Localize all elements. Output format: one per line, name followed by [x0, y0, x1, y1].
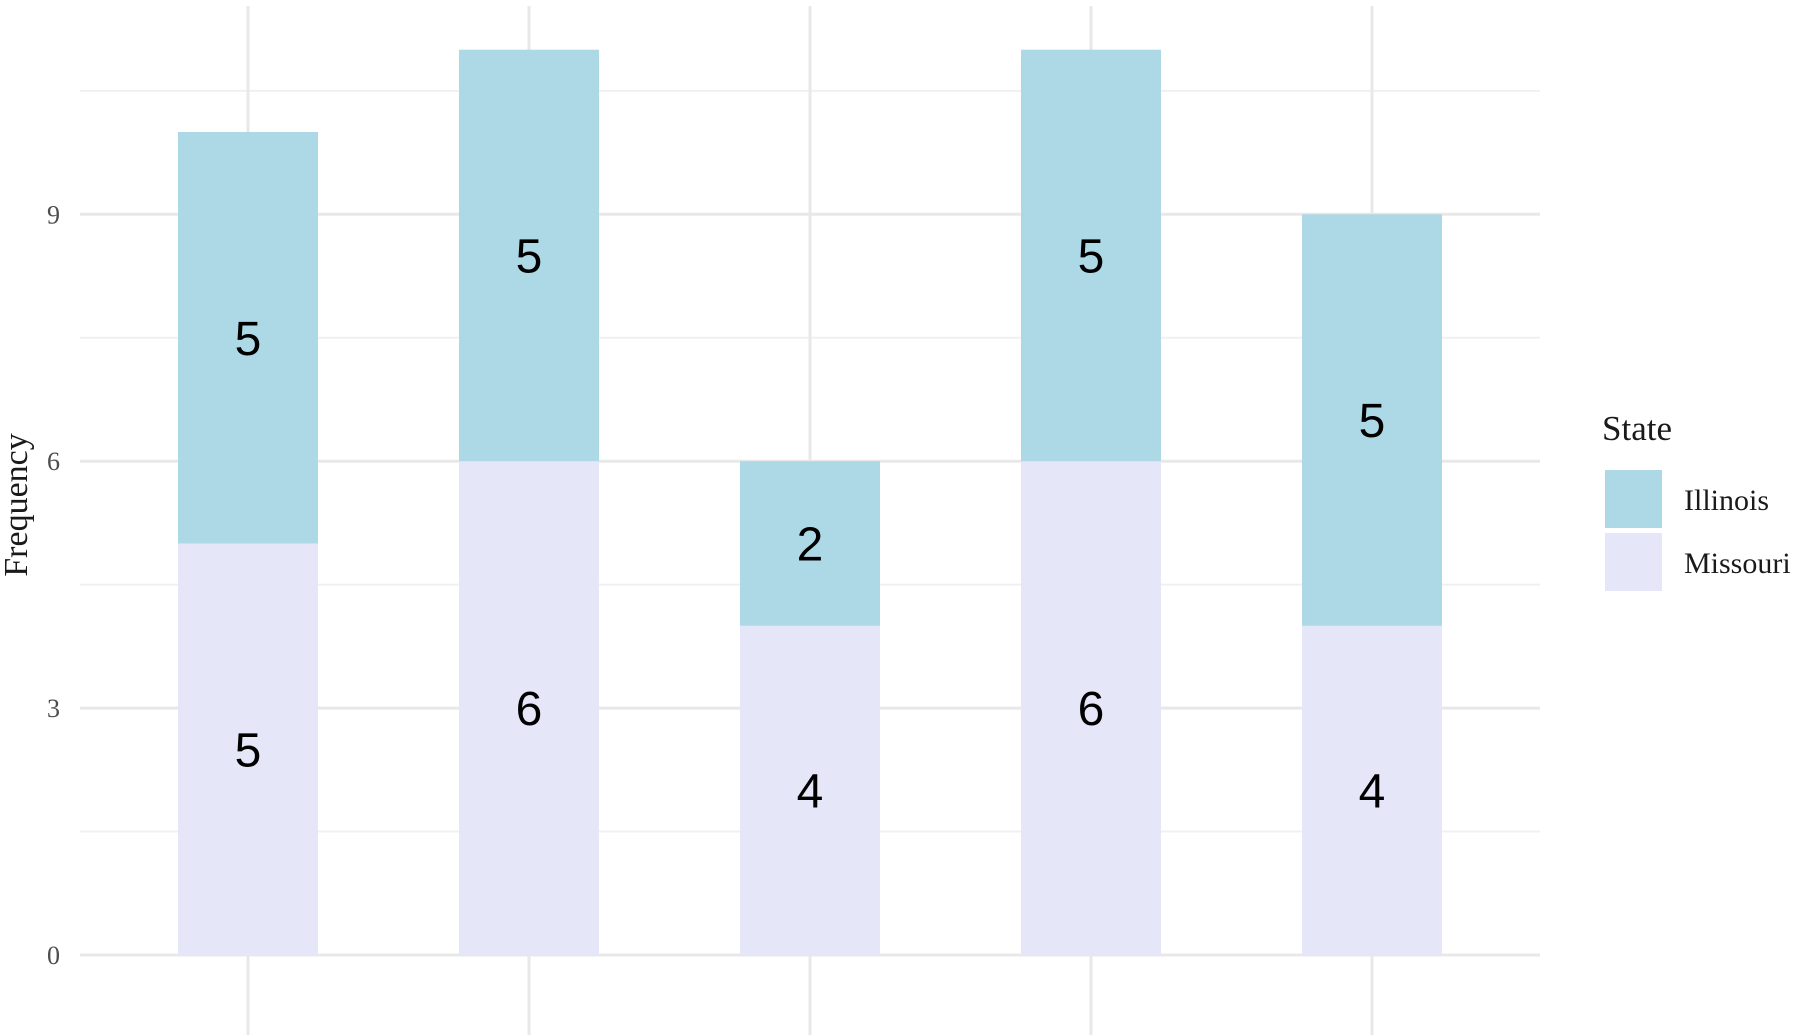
bar-value-label: 4	[797, 765, 824, 818]
bar-segment-missouri	[1302, 625, 1442, 955]
bar-value-label: 5	[516, 230, 543, 283]
bars	[178, 49, 1442, 955]
y-tick-label: 9	[47, 200, 60, 229]
bar-value-labels: 5 5 6 5 4 2 6 5 4 5	[235, 230, 1386, 818]
y-tick-label: 0	[47, 941, 60, 970]
bar-segment-illinois	[1302, 214, 1442, 626]
bar-value-label: 4	[1359, 765, 1386, 818]
bar-value-label: 2	[797, 519, 824, 572]
y-tick-label: 3	[47, 694, 60, 723]
legend-key-missouri	[1605, 533, 1662, 591]
bar-segment-missouri	[740, 625, 880, 955]
bar-segment-illinois	[740, 461, 880, 626]
legend-key-illinois	[1605, 470, 1662, 528]
bar-value-label: 6	[516, 683, 543, 736]
bar-value-label: 6	[1078, 683, 1105, 736]
bar-value-label: 5	[235, 313, 262, 366]
bar-segment-illinois	[459, 49, 599, 462]
legend: State Illinois Missouri	[1602, 409, 1791, 591]
y-axis-tick-labels: 0 3 6 9	[47, 200, 60, 970]
legend-title: State	[1602, 409, 1672, 448]
bar-value-label: 5	[1078, 230, 1105, 283]
legend-label-illinois: Illinois	[1684, 484, 1769, 517]
bar-value-label: 5	[1359, 395, 1386, 448]
bar-segment-illinois	[178, 132, 318, 544]
x-axis-ticks	[246, 1000, 1374, 1035]
y-tick-label: 6	[47, 447, 60, 476]
legend-items: Illinois Missouri	[1605, 470, 1791, 591]
bar-segment-missouri	[1021, 461, 1161, 955]
y-axis-title: Frequency	[0, 433, 35, 577]
bar-segment-illinois	[1021, 49, 1161, 462]
bar-segment-missouri	[459, 461, 599, 955]
legend-label-missouri: Missouri	[1684, 547, 1791, 580]
bar-value-label: 5	[235, 724, 262, 777]
bar-segment-missouri	[178, 543, 318, 955]
